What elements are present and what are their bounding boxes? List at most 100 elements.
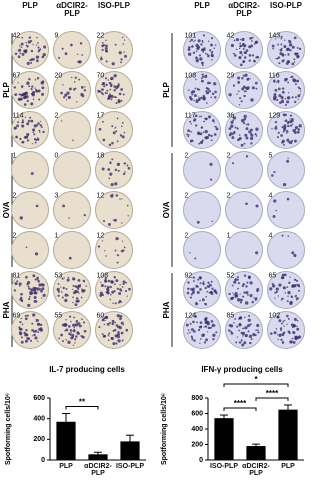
spot: [107, 222, 111, 226]
spot: [104, 92, 107, 95]
spot: [233, 321, 235, 324]
figure: PLP 42 9 22 67 20 70 114 2 17 OVA 1 0 18 2 3 12 2 1 12 PHA 81…: [2, 1, 305, 478]
spot: [204, 325, 208, 328]
spot: [27, 285, 30, 288]
spot: [72, 139, 74, 142]
spot: [121, 339, 124, 342]
spot: [69, 315, 72, 318]
spot-count: 4: [269, 232, 273, 239]
spot: [232, 116, 237, 120]
x-tick-label: αDCIR2-PLP: [84, 463, 112, 478]
spot: [109, 84, 113, 88]
spot: [37, 279, 40, 283]
spot: [280, 328, 283, 331]
spot: [110, 336, 114, 341]
spot: [248, 59, 251, 62]
spot: [287, 317, 290, 320]
spot: [39, 131, 41, 134]
spot: [189, 322, 192, 325]
spot: [210, 178, 213, 181]
spot: [101, 88, 104, 91]
spot: [273, 171, 276, 174]
spot: [229, 132, 233, 136]
spot: [128, 287, 131, 291]
spot: [36, 318, 40, 322]
spot: [188, 46, 191, 49]
spot: [20, 317, 23, 320]
spot: [38, 98, 41, 101]
well: [53, 31, 91, 69]
spot-count: 52: [227, 272, 235, 279]
well: [95, 151, 133, 189]
spot: [111, 125, 114, 128]
spot: [212, 337, 215, 341]
spot: [113, 283, 116, 286]
spot: [196, 56, 198, 59]
spot: [121, 222, 123, 224]
spot: [243, 327, 245, 329]
spot: [118, 325, 121, 328]
spot: [230, 120, 234, 124]
spot: [110, 194, 114, 198]
spot: [293, 36, 297, 40]
spot: [61, 340, 64, 343]
spot: [120, 249, 124, 253]
spot: [288, 43, 293, 47]
spot: [39, 120, 42, 123]
spot: [106, 285, 110, 289]
spot: [234, 126, 237, 129]
column-header: αDCIR2-PLP: [228, 1, 260, 19]
spot: [249, 323, 252, 326]
spot-count: 18: [97, 152, 105, 159]
spot: [236, 298, 241, 302]
spot: [28, 85, 31, 88]
spot: [107, 339, 110, 341]
spot: [293, 253, 297, 257]
spot: [212, 93, 214, 95]
y-tick-label: 0: [41, 457, 45, 464]
spot: [98, 326, 101, 329]
spot: [245, 136, 249, 140]
spot: [281, 276, 284, 279]
spot: [36, 36, 38, 39]
spot: [25, 333, 29, 337]
spot-count: 81: [13, 272, 21, 279]
spot: [71, 76, 73, 79]
spot: [233, 280, 237, 284]
significance-bracket: [223, 383, 289, 387]
spot: [243, 44, 247, 48]
spot: [294, 125, 299, 130]
spot-count: 42: [227, 32, 235, 39]
spot: [101, 319, 104, 322]
bar: [56, 421, 76, 460]
spot: [293, 317, 297, 321]
spot: [286, 197, 290, 201]
spot: [255, 329, 257, 332]
spot: [124, 289, 128, 293]
spot: [33, 291, 37, 295]
spot-count: 69: [13, 312, 21, 319]
spot: [81, 54, 84, 56]
spot: [31, 328, 34, 332]
spot-count: 67: [13, 72, 21, 79]
spot: [39, 288, 42, 291]
spot: [103, 323, 106, 326]
spot: [294, 283, 296, 286]
spot: [248, 53, 252, 57]
spot: [279, 101, 282, 105]
spot: [232, 292, 234, 294]
spot: [190, 293, 193, 296]
spot: [33, 333, 36, 337]
spot: [297, 98, 299, 100]
spot: [22, 92, 25, 96]
spot: [31, 335, 33, 337]
spot: [201, 61, 204, 65]
spot: [211, 220, 213, 223]
spot: [294, 83, 297, 86]
spot: [277, 81, 280, 84]
spot: [36, 138, 40, 141]
spot: [32, 274, 36, 278]
spot: [68, 87, 72, 91]
spot: [239, 97, 242, 100]
spot: [276, 81, 278, 83]
